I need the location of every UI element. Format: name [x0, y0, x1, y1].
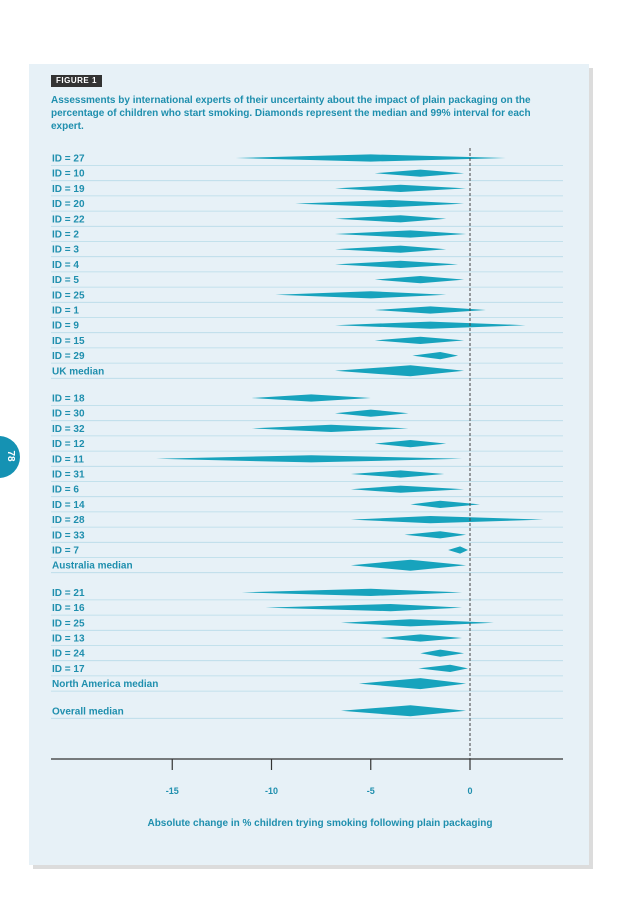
row-label: ID = 21: [52, 588, 85, 599]
row-label: ID = 30: [52, 409, 85, 420]
row-label: UK median: [52, 366, 104, 377]
row-label: ID = 2: [52, 230, 79, 241]
expert-diamond: [235, 154, 506, 162]
row-label: ID = 18: [52, 394, 85, 405]
row-label: ID = 27: [52, 154, 85, 165]
row-label: Australia median: [52, 561, 133, 572]
expert-diamond: [374, 306, 486, 314]
row-label: ID = 14: [52, 500, 85, 511]
row-label: ID = 32: [52, 424, 85, 435]
expert-diamond: [374, 440, 447, 448]
row-label: ID = 20: [52, 199, 85, 210]
expert-diamond: [412, 352, 459, 360]
row-label: ID = 7: [52, 546, 79, 557]
row-label: ID = 25: [52, 290, 85, 301]
expert-diamond: [350, 516, 544, 524]
expert-diamond: [420, 649, 465, 657]
median-diamond: [340, 705, 467, 717]
row-label: ID = 3: [52, 245, 79, 256]
expert-diamond: [251, 424, 409, 432]
median-diamond: [335, 365, 465, 377]
expert-diamond: [448, 546, 469, 554]
expert-diamond: [335, 230, 467, 238]
expert-diamond: [418, 664, 469, 672]
expert-diamond: [335, 215, 447, 223]
row-label: ID = 12: [52, 439, 85, 450]
row-label: ID = 33: [52, 530, 85, 541]
median-diamond: [350, 559, 467, 571]
x-axis-label: Absolute change in % children trying smo…: [147, 818, 493, 829]
figure-label: FIGURE 1: [51, 75, 102, 87]
row-label: ID = 6: [52, 485, 79, 496]
expert-diamond: [335, 245, 447, 253]
row-label: ID = 24: [52, 649, 85, 660]
row-label: North America median: [52, 679, 158, 690]
expert-diamond: [340, 619, 494, 627]
row-label: ID = 10: [52, 169, 85, 180]
figure-panel: [29, 64, 589, 865]
expert-diamond: [374, 169, 465, 177]
x-tick-label: -15: [166, 786, 179, 796]
expert-diamond: [404, 531, 467, 539]
row-label: ID = 9: [52, 321, 79, 332]
expert-diamond: [335, 409, 409, 417]
row-label: ID = 4: [52, 260, 79, 271]
expert-diamond: [251, 394, 371, 402]
page-number-tab: [0, 436, 20, 478]
row-label: ID = 29: [52, 351, 85, 362]
x-tick-label: -5: [367, 786, 375, 796]
expert-diamond: [335, 260, 459, 268]
row-label: ID = 1: [52, 306, 79, 317]
row-label: ID = 17: [52, 664, 85, 675]
expert-diamond: [156, 455, 463, 463]
x-tick-label: -10: [265, 786, 278, 796]
x-tick-label: 0: [467, 786, 472, 796]
expert-diamond: [380, 634, 463, 642]
row-label: ID = 5: [52, 275, 79, 286]
expert-diamond: [410, 500, 480, 508]
row-label: ID = 31: [52, 470, 85, 481]
expert-diamond: [275, 291, 447, 299]
expert-diamond: [350, 485, 465, 493]
row-label: ID = 28: [52, 515, 85, 526]
row-label: ID = 11: [52, 454, 84, 465]
median-diamond: [358, 678, 467, 690]
expert-diamond: [295, 200, 465, 208]
expert-diamond: [374, 276, 465, 284]
row-label: Overall median: [52, 706, 124, 717]
expert-diamond: [374, 336, 465, 344]
row-label: ID = 15: [52, 336, 85, 347]
figure-caption: Assessments by international experts of …: [51, 95, 531, 132]
row-label: ID = 19: [52, 184, 85, 195]
row-label: ID = 16: [52, 603, 85, 614]
expert-diamond: [350, 470, 445, 478]
expert-diamond: [241, 588, 463, 596]
expert-diamond: [265, 604, 463, 612]
expert-diamond: [335, 321, 526, 329]
row-label: ID = 25: [52, 618, 85, 629]
expert-diamond: [335, 184, 467, 192]
row-label: ID = 13: [52, 634, 85, 645]
row-label: ID = 22: [52, 214, 85, 225]
